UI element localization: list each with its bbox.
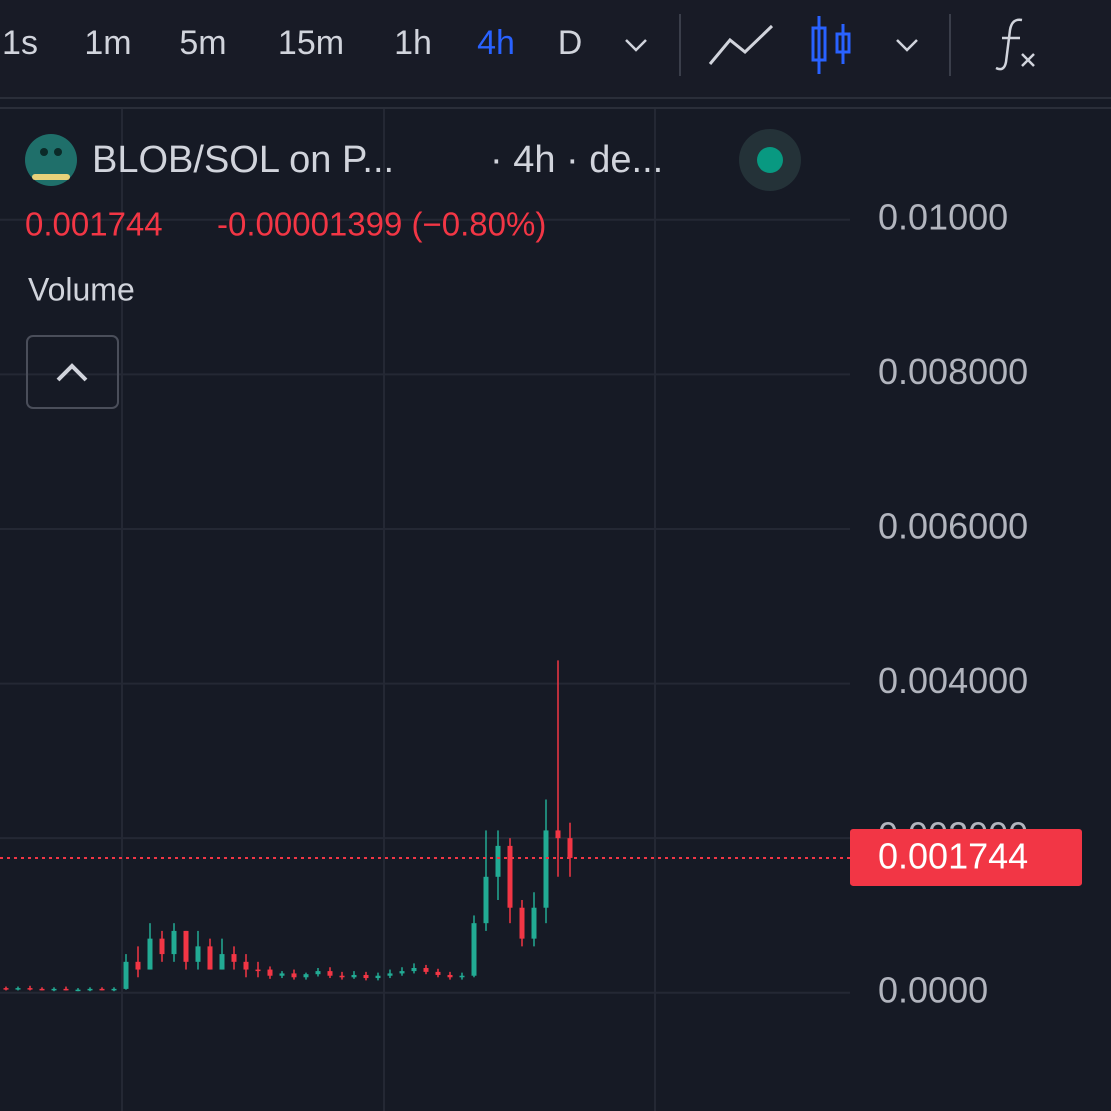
candle-body xyxy=(75,989,81,992)
symbol-name: BLOB/SOL on P... xyxy=(92,139,394,181)
candle-body xyxy=(519,907,525,939)
volume-label: Volume xyxy=(28,271,135,307)
candle-body xyxy=(231,954,237,962)
candle-body xyxy=(123,961,129,989)
candle-body xyxy=(195,946,201,962)
candle-body xyxy=(255,969,261,972)
candle-body xyxy=(303,974,309,978)
candle-body xyxy=(63,988,69,991)
candle-body xyxy=(183,930,189,962)
candle-body xyxy=(39,988,45,991)
candle-body xyxy=(51,988,57,991)
candle-body xyxy=(279,973,285,976)
candle-body xyxy=(315,971,321,975)
last-price-badge xyxy=(850,828,1082,886)
candle-body xyxy=(483,876,489,924)
candle-body xyxy=(219,954,225,970)
candle-body xyxy=(399,971,405,974)
y-tick-label: 0.008000 xyxy=(878,351,1028,392)
interval-button[interactable]: 15m xyxy=(278,24,344,62)
toolbar xyxy=(0,0,1111,98)
legend-change: -0.00001399 (−0.80%) xyxy=(217,206,546,243)
avatar-eye xyxy=(40,148,48,156)
interval-button[interactable]: 1m xyxy=(84,24,131,62)
candle-body xyxy=(243,961,249,970)
avatar-eye xyxy=(54,148,62,156)
candle-body xyxy=(159,938,165,955)
plot-area: 0.00000.0020000.0040000.0060000.0080000.… xyxy=(0,108,1082,1111)
symbol-interval: · 4h · de... xyxy=(490,139,663,181)
legend-price: 0.001744 xyxy=(25,206,163,243)
candle-body xyxy=(135,961,141,970)
candle-body xyxy=(555,830,561,839)
interval-button[interactable]: 1h xyxy=(394,24,432,62)
candle-body xyxy=(387,973,393,976)
candle-body xyxy=(267,969,273,976)
candle-body xyxy=(363,974,369,979)
avatar-necklace xyxy=(32,174,70,180)
candle-body xyxy=(327,971,333,976)
chart-type-dropdown[interactable] xyxy=(896,39,918,52)
y-tick-label: 0.01000 xyxy=(878,196,1008,237)
candle-body xyxy=(567,838,573,858)
y-tick-label: 0.0000 xyxy=(878,969,988,1010)
candle-body xyxy=(459,975,465,978)
interval-button[interactable]: D xyxy=(558,24,583,62)
candle-body xyxy=(171,930,177,955)
candle-body xyxy=(291,973,297,978)
candle-body xyxy=(423,968,429,972)
last-price-label: 0.001744 xyxy=(878,835,1028,876)
candle-body xyxy=(111,988,117,991)
candle-body xyxy=(411,968,417,972)
candle-chart-icon[interactable] xyxy=(811,16,851,74)
candle-body xyxy=(339,975,345,978)
market-status[interactable] xyxy=(757,147,783,173)
line-chart-icon[interactable] xyxy=(708,24,774,65)
collapse-button[interactable] xyxy=(26,335,119,409)
interval-button[interactable]: 1s xyxy=(2,24,38,62)
interval-button[interactable]: 5m xyxy=(179,24,226,62)
interval-button[interactable]: 4h xyxy=(477,24,515,62)
collapse-icon xyxy=(56,363,88,382)
candle-body xyxy=(375,975,381,979)
candle-body xyxy=(471,923,477,976)
interval-dropdown[interactable] xyxy=(625,39,647,52)
candle-body xyxy=(207,946,213,970)
candle-body xyxy=(543,830,549,908)
candle-body xyxy=(15,988,21,990)
candle-body xyxy=(27,988,33,990)
candle-body xyxy=(447,974,453,978)
interval-list: 1s 1m 5m 15m 1h 4h D xyxy=(2,24,582,62)
candle-body xyxy=(147,938,153,970)
candle-body xyxy=(435,971,441,975)
token-avatar xyxy=(25,134,77,186)
candle-body xyxy=(507,845,513,908)
candle-body xyxy=(87,988,93,991)
candle-body xyxy=(3,988,9,990)
candle-body xyxy=(99,988,105,991)
candle-body xyxy=(531,907,537,939)
candle-body xyxy=(495,845,501,877)
y-tick-label: 0.006000 xyxy=(878,505,1028,546)
candle-body xyxy=(351,974,357,978)
y-tick-label: 0.004000 xyxy=(878,660,1028,701)
indicators-icon[interactable] xyxy=(995,18,1035,71)
